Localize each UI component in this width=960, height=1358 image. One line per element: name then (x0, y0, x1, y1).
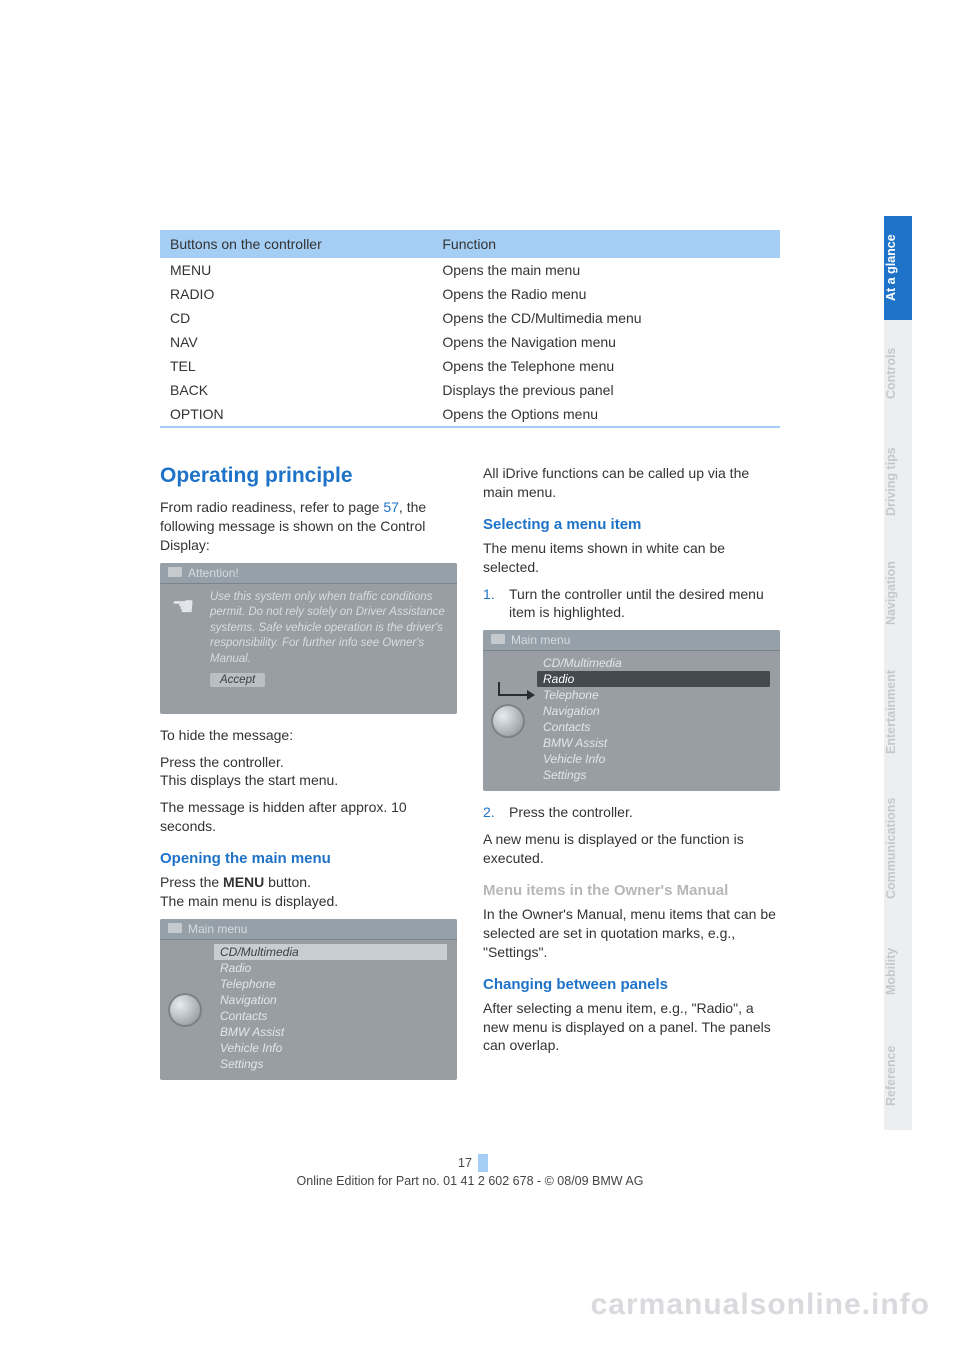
paragraph: In the Owner's Manual, menu items that c… (483, 905, 780, 962)
controller-buttons-table: Buttons on the controller Function MENUO… (160, 230, 780, 428)
menu-item: Vehicle Info (214, 1040, 447, 1056)
tab-mobility[interactable]: Mobility (884, 920, 912, 1022)
paragraph: All iDrive functions can be called up vi… (483, 464, 780, 502)
heading-menu-items-manual: Menu items in the Owner's Manual (483, 882, 780, 899)
page-number: 17 (452, 1154, 488, 1172)
menu-item: Contacts (537, 719, 770, 735)
footer-line: Online Edition for Part no. 01 41 2 602 … (297, 1174, 644, 1188)
tab-at-a-glance[interactable]: At a glance (884, 216, 912, 320)
menu-item: CD/Multimedia (537, 655, 770, 671)
attention-text: Use this system only when traffic condit… (210, 590, 445, 668)
table-row: TELOpens the Telephone menu (160, 354, 780, 378)
accept-button: Accept (210, 673, 265, 687)
heading-selecting-menu-item: Selecting a menu item (483, 516, 780, 533)
paragraph: The main menu is displayed. (160, 892, 457, 911)
left-column: Operating principle From radio readiness… (160, 464, 457, 1092)
tab-navigation[interactable]: Navigation (884, 538, 912, 648)
table-row: MENUOpens the main menu (160, 258, 780, 282)
controller-knob-icon (160, 940, 210, 1080)
page-link-57[interactable]: 57 (383, 499, 399, 515)
menu-item: Telephone (214, 976, 447, 992)
heading-operating-principle: Operating principle (160, 464, 457, 488)
table-row: NAVOpens the Navigation menu (160, 330, 780, 354)
menu-item: Navigation (214, 992, 447, 1008)
heading-changing-panels: Changing between panels (483, 976, 780, 993)
heading-opening-main-menu: Opening the main menu (160, 850, 457, 867)
screenshot-attention: Attention! ☚ Use this system only when t… (160, 563, 457, 714)
screenshot-title: Attention! (160, 563, 457, 584)
menu-list: CD/Multimedia Radio Telephone Navigation… (533, 651, 780, 791)
tab-communications[interactable]: Communications (884, 776, 912, 920)
table-row: OPTIONOpens the Options menu (160, 402, 780, 427)
paragraph: Press the controller. (160, 753, 457, 772)
menu-item: Radio (214, 960, 447, 976)
menu-item: Settings (537, 767, 770, 783)
watermark: carmanualsonline.info (591, 1288, 930, 1322)
paragraph: This displays the start menu. (160, 771, 457, 790)
menu-item: Navigation (537, 703, 770, 719)
menu-item: Vehicle Info (537, 751, 770, 767)
paragraph: After selecting a menu item, e.g., "Radi… (483, 999, 780, 1056)
table-row: BACKDisplays the previous panel (160, 378, 780, 402)
paragraph: Press the MENU button. (160, 873, 457, 892)
list-item: 1.Turn the controller until the desired … (483, 585, 780, 623)
paragraph: The message is hidden after approx. 10 s… (160, 798, 457, 836)
controller-knob-icon (483, 651, 533, 791)
tab-entertainment[interactable]: Entertainment (884, 648, 912, 776)
tab-reference[interactable]: Reference (884, 1022, 912, 1130)
screenshot-title: Main menu (160, 919, 457, 940)
paragraph: The menu items shown in white can be sel… (483, 539, 780, 577)
side-tabs: At a glance Controls Driving tips Naviga… (884, 216, 912, 1130)
table-header-function: Function (432, 230, 780, 258)
menu-item: Settings (214, 1056, 447, 1072)
table-row: CDOpens the CD/Multimedia menu (160, 306, 780, 330)
paragraph: From radio readiness, refer to page 57, … (160, 498, 457, 555)
table-row: RADIOOpens the Radio menu (160, 282, 780, 306)
table-header-buttons: Buttons on the controller (160, 230, 432, 258)
paragraph: To hide the message: (160, 726, 457, 745)
page-footer: 17 Online Edition for Part no. 01 41 2 6… (160, 1154, 780, 1188)
screenshot-main-menu-1: Main menu CD/Multimedia Radio Telephone … (160, 919, 457, 1080)
tab-controls[interactable]: Controls (884, 320, 912, 426)
screenshot-main-menu-2: Main menu CD/Multimedia Radio Telephone … (483, 630, 780, 791)
list-item: 2.Press the controller. (483, 803, 780, 822)
menu-item: BMW Assist (537, 735, 770, 751)
attention-icon: ☚ (166, 590, 200, 624)
menu-item: Contacts (214, 1008, 447, 1024)
screenshot-title: Main menu (483, 630, 780, 651)
menu-item: CD/Multimedia (214, 944, 447, 960)
menu-list: CD/Multimedia Radio Telephone Navigation… (210, 940, 457, 1080)
paragraph: A new menu is displayed or the function … (483, 830, 780, 868)
menu-item: BMW Assist (214, 1024, 447, 1040)
tab-driving-tips[interactable]: Driving tips (884, 426, 912, 538)
menu-item-selected: Radio (537, 671, 770, 687)
menu-item: Telephone (537, 687, 770, 703)
right-column: All iDrive functions can be called up vi… (483, 464, 780, 1092)
